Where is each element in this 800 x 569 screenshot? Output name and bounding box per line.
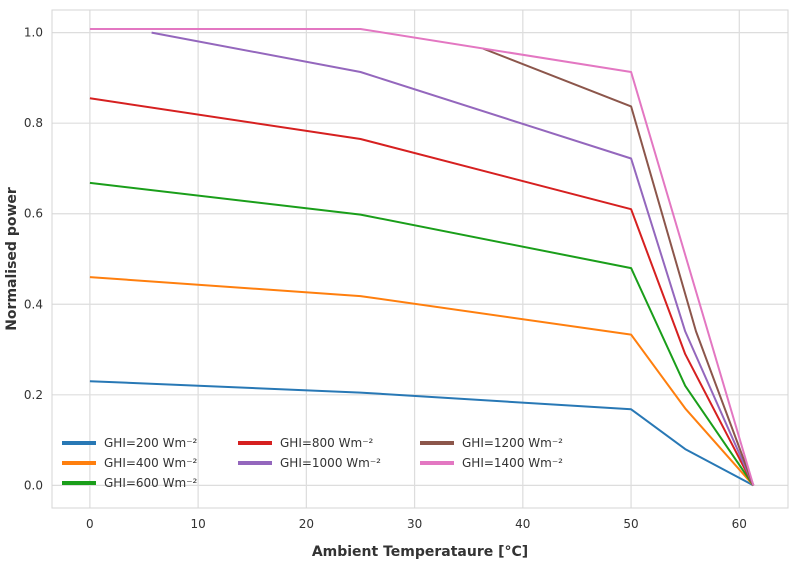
series-line <box>89 97 755 486</box>
x-tick-label: 20 <box>299 517 314 531</box>
series-line <box>151 31 755 486</box>
x-tick-label: 40 <box>515 517 530 531</box>
series-line <box>482 47 755 486</box>
legend-label: GHI=1400 Wm⁻² <box>462 456 563 470</box>
series-line <box>89 380 754 487</box>
tick-labels: 0 10 20 30 40 50 60 0.0 0.2 0.4 0.6 0.8 1.0 <box>24 26 747 531</box>
y-tick-label: 0.6 <box>24 207 43 221</box>
legend-label: GHI=200 Wm⁻² <box>104 436 198 450</box>
grid <box>52 10 788 508</box>
series-line <box>89 181 755 486</box>
x-tick-label: 30 <box>407 517 422 531</box>
legend-label: GHI=800 Wm⁻² <box>280 436 374 450</box>
y-tick-label: 0.8 <box>24 116 43 130</box>
y-tick-label: 0.0 <box>24 478 43 492</box>
y-tick-label: 0.2 <box>24 388 43 402</box>
plot-area-frame <box>51 9 789 509</box>
legend-label: GHI=1000 Wm⁻² <box>280 456 381 470</box>
x-tick-label: 10 <box>190 517 205 531</box>
y-tick-label: 0.4 <box>24 297 43 311</box>
legend-label: GHI=1200 Wm⁻² <box>462 436 563 450</box>
series-lines <box>89 28 755 487</box>
y-axis-title: Normalised power <box>4 187 20 331</box>
series-line <box>89 28 755 486</box>
x-tick-label: 0 <box>86 517 94 531</box>
y-tick-label: 1.0 <box>24 26 43 40</box>
legend: GHI=200 Wm⁻² GHI=400 Wm⁻² GHI=600 Wm⁻² GHI=… <box>62 436 563 490</box>
x-tick-label: 50 <box>623 517 638 531</box>
x-axis-title: Ambient Temperataure [°C] <box>312 544 528 560</box>
series-line <box>89 276 755 487</box>
legend-label: GHI=600 Wm⁻² <box>104 476 198 490</box>
legend-label: GHI=400 Wm⁻² <box>104 456 198 470</box>
x-tick-label: 60 <box>732 517 747 531</box>
